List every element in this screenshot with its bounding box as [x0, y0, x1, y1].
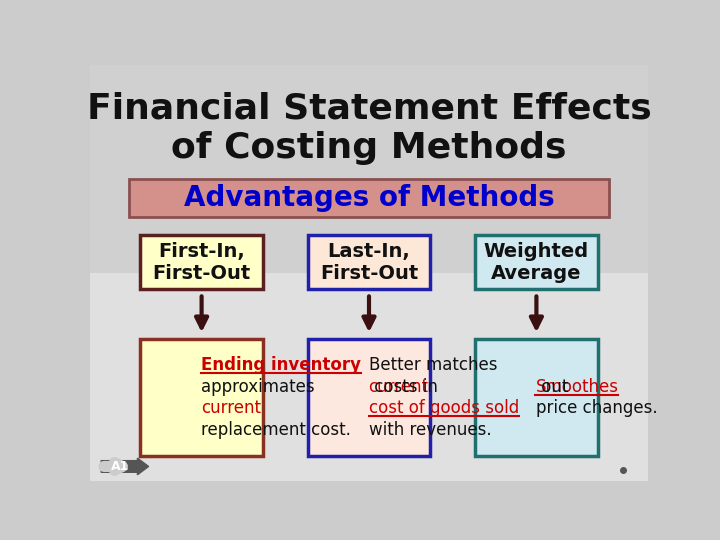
FancyBboxPatch shape	[140, 235, 263, 289]
Text: Last-In,
First-Out: Last-In, First-Out	[320, 242, 418, 283]
FancyBboxPatch shape	[140, 339, 263, 456]
Text: First-In,
First-Out: First-In, First-Out	[153, 242, 251, 283]
Text: Advantages of Methods: Advantages of Methods	[184, 184, 554, 212]
Text: price changes.: price changes.	[536, 399, 657, 417]
FancyBboxPatch shape	[129, 179, 609, 217]
Text: current: current	[201, 399, 261, 417]
Text: A1: A1	[111, 460, 130, 473]
Text: with revenues.: with revenues.	[369, 421, 491, 439]
Text: out: out	[536, 377, 569, 396]
Text: Weighted
Average: Weighted Average	[484, 242, 589, 283]
Text: approximates: approximates	[201, 377, 315, 396]
FancyBboxPatch shape	[475, 339, 598, 456]
Text: Smoothes: Smoothes	[536, 377, 618, 396]
Text: replacement cost.: replacement cost.	[201, 421, 351, 439]
Text: costs in: costs in	[369, 377, 438, 396]
FancyBboxPatch shape	[90, 273, 648, 481]
FancyBboxPatch shape	[90, 65, 648, 273]
FancyArrow shape	[101, 458, 148, 475]
Text: Better matches: Better matches	[369, 356, 497, 374]
FancyBboxPatch shape	[475, 235, 598, 289]
Text: Ending inventory: Ending inventory	[201, 356, 361, 374]
Text: Financial Statement Effects: Financial Statement Effects	[86, 91, 652, 125]
Text: of Costing Methods: of Costing Methods	[171, 131, 567, 165]
FancyBboxPatch shape	[307, 339, 431, 456]
Text: current: current	[368, 377, 428, 396]
Text: cost of goods sold: cost of goods sold	[369, 399, 518, 417]
FancyBboxPatch shape	[307, 235, 431, 289]
